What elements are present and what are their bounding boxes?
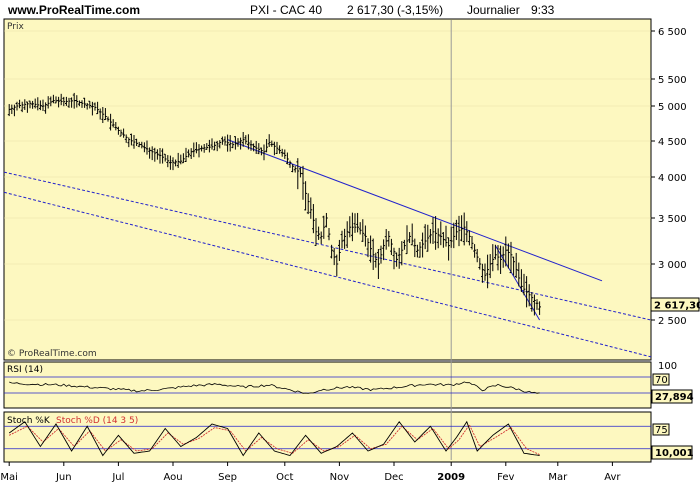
rsi-current-value: 27,894 [655, 392, 694, 403]
price-tick-label: 4 500 [658, 137, 687, 148]
x-tick-label: Jun [55, 472, 72, 483]
price-change: 2 617,30 (-3,15%) [347, 3, 443, 17]
rsi-panel [3, 361, 652, 409]
stoch-d-label: Stoch %D (14 3 5) [56, 416, 138, 426]
rsi-axis-label: 100 [658, 361, 677, 372]
stoch-level-badge: 75 [652, 423, 670, 436]
watermark: © ProRealTime.com [7, 349, 97, 359]
x-tick-label: Mar [548, 472, 568, 483]
price-tick-label: 5 500 [658, 75, 687, 86]
rsi-level-badge: 70 [652, 373, 670, 386]
price-panel [3, 18, 652, 361]
site-url[interactable]: www.ProRealTime.com [7, 3, 140, 17]
stoch-current-value: 10,001 [655, 448, 694, 459]
stoch-k-line [8, 420, 540, 457]
price-tick-label: 4 000 [658, 173, 687, 184]
price-tick-label: 6 500 [658, 27, 687, 38]
x-tick-label: Jul [111, 472, 124, 483]
instrument-title: PXI - CAC 40 [250, 3, 322, 17]
rsi-panel-label: RSI (14) [7, 365, 43, 375]
price-tick-label: 5 000 [658, 102, 687, 113]
price-panel-label: Prix [7, 22, 24, 32]
rsi-value-badge: 27,894 [651, 389, 694, 404]
x-tick-label: 2009 [437, 472, 465, 483]
rsi-level-value: 70 [655, 375, 668, 386]
x-tick-label: Oct [276, 472, 293, 483]
channel-line [3, 171, 652, 321]
x-tick-label: Sep [218, 472, 237, 483]
time-label: 9:33 [531, 3, 555, 17]
channel-line [3, 191, 652, 358]
last-price-value: 2 617,30 [654, 301, 700, 312]
x-tick-label: Nov [330, 472, 350, 483]
x-tick-label: Dec [384, 472, 403, 483]
price-tick-label: 3 500 [658, 214, 687, 225]
x-tick-label: Mai [0, 472, 18, 483]
price-tick-label: 2 500 [658, 316, 687, 327]
period-label: Journalier [467, 3, 520, 17]
stoch-panel [3, 411, 652, 463]
stoch-level-value: 75 [655, 425, 668, 436]
rsi-line [9, 381, 540, 394]
x-tick-label: Aou [163, 472, 182, 483]
stoch-k-label: Stoch %K [7, 416, 51, 426]
price-tick-label: 3 000 [658, 260, 687, 271]
x-tick-label: Avr [604, 472, 621, 483]
x-tick-label: Fev [497, 472, 514, 483]
stoch-d-line [8, 424, 540, 456]
last-price-badge: 2 617,30 [650, 297, 700, 312]
stoch-value-badge: 10,001 [651, 445, 694, 460]
